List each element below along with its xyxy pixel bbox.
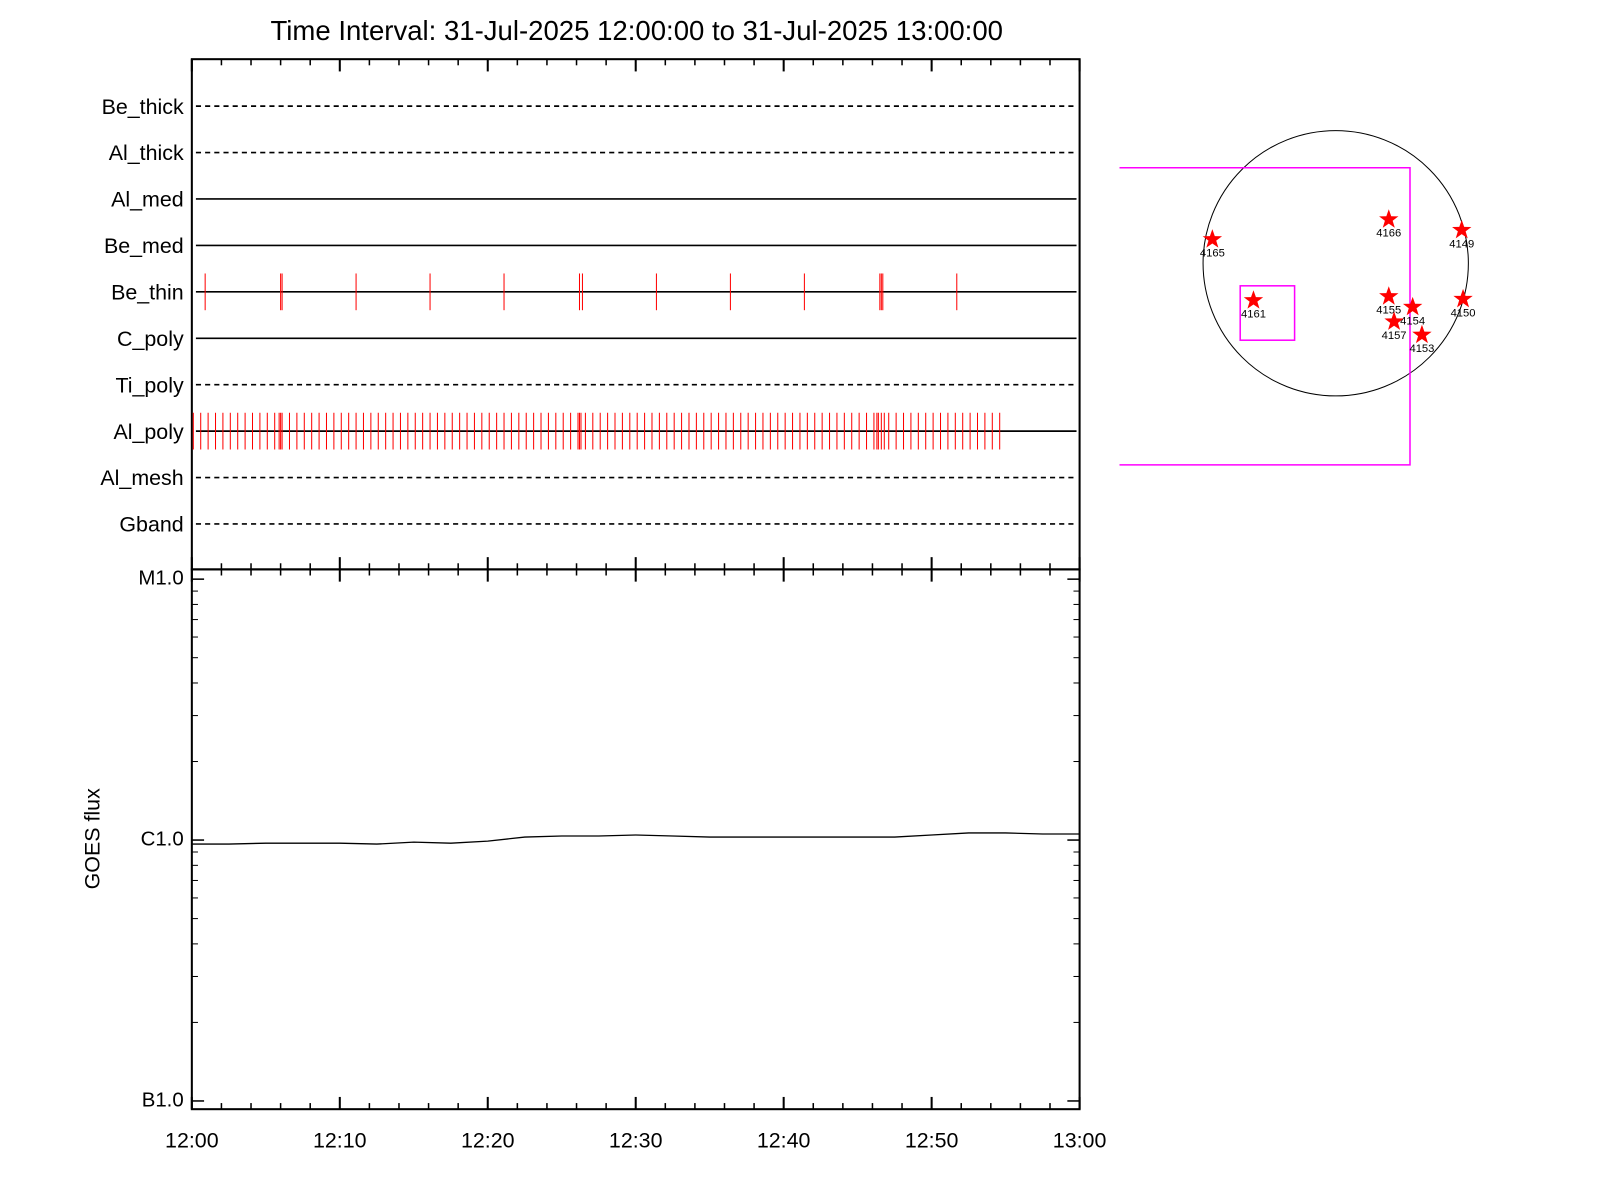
region-label: 4149 <box>1449 238 1474 250</box>
region-star <box>1379 209 1399 228</box>
region-label: 4155 <box>1376 305 1401 317</box>
row-label: C_poly <box>117 327 184 351</box>
x-tick-label: 12:30 <box>609 1128 663 1152</box>
row-label: Al_med <box>111 188 184 212</box>
region-label: 4161 <box>1241 309 1266 321</box>
row-label: Gband <box>119 513 183 537</box>
region-label: 4157 <box>1382 330 1407 342</box>
y-tick-label: B1.0 <box>142 1089 184 1111</box>
region-star <box>1412 324 1432 344</box>
x-tick-label: 12:00 <box>165 1128 219 1152</box>
y-tick-label: M1.0 <box>138 568 183 590</box>
row-label: Ti_poly <box>115 373 184 397</box>
chart-title: Time Interval: 31-Jul-2025 12:00:00 to 3… <box>270 15 1003 46</box>
region-label: 4154 <box>1400 315 1425 327</box>
region-label: 4166 <box>1376 228 1401 240</box>
region-label: 4153 <box>1409 343 1434 355</box>
x-tick-label: 12:40 <box>757 1128 811 1152</box>
region-star <box>1402 296 1423 316</box>
zoom-box <box>1239 285 1296 341</box>
region-star <box>1379 286 1399 305</box>
region-star <box>1243 290 1264 309</box>
row-label: Be_thick <box>102 95 184 119</box>
x-tick-label: 12:10 <box>313 1128 367 1152</box>
row-label: Al_thick <box>109 141 184 165</box>
row-label: Al_poly <box>113 420 184 444</box>
y-axis-label: GOES flux <box>81 788 105 889</box>
row-label: Al_mesh <box>100 466 183 490</box>
region-star <box>1384 311 1404 330</box>
x-tick-label: 13:00 <box>1053 1128 1107 1152</box>
x-tick-label: 12:20 <box>461 1128 515 1152</box>
region-star <box>1452 219 1472 239</box>
region-star <box>1202 229 1223 248</box>
fov-box <box>1119 166 1411 466</box>
row-label: Be_thin <box>111 281 184 305</box>
row-label: Be_med <box>104 234 184 258</box>
goes-line <box>191 832 1080 845</box>
region-label: 4150 <box>1451 307 1476 319</box>
y-tick-label: C1.0 <box>141 828 184 850</box>
region-label: 4165 <box>1200 248 1225 260</box>
solar-disk <box>1202 130 1469 397</box>
x-tick-label: 12:50 <box>905 1128 959 1152</box>
region-star <box>1453 288 1473 308</box>
